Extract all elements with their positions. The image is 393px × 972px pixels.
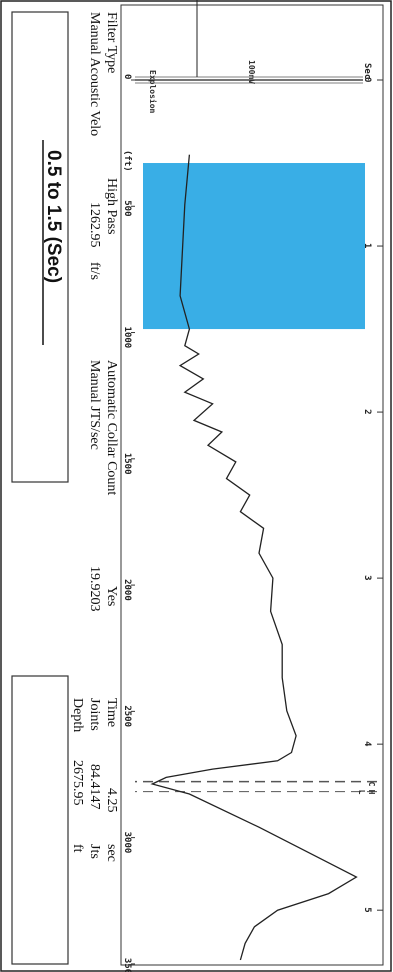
explosion-label: Explosion (148, 70, 158, 114)
depth-axis-label: (ft) (122, 150, 132, 172)
collar-value: Yes (104, 586, 119, 606)
x-tick-label: 0 (362, 77, 372, 82)
velocity-value: 1262.95 (87, 202, 102, 248)
x-tick-label: 5 (362, 907, 372, 912)
depth-tick-label: 3000 (122, 832, 132, 854)
depth-tick-label: 3500 (122, 958, 132, 972)
highlight-band (143, 163, 365, 330)
depth-tick-label: 2000 (122, 579, 132, 601)
depth-tick-label: 0 (122, 74, 132, 79)
x-tick-label: 1 (362, 243, 372, 248)
readout-box (11, 675, 69, 965)
joints-unit: Jts (87, 844, 102, 859)
depth-tick-label: 1500 (122, 453, 132, 475)
header-panel: Filter Type High Pass Manual Acoustic Ve… (11, 11, 119, 965)
plot-border (120, 4, 384, 966)
x-tick-label: 3 (362, 575, 372, 580)
x-axis-label: Sec (362, 63, 372, 79)
scale-label: 100mV (247, 60, 256, 84)
marker-label: C (367, 782, 376, 787)
x-tick-label: 2 (362, 409, 372, 414)
scale-bracket (196, 0, 247, 77)
depth-tick-label: 500 (122, 200, 132, 216)
collar-label: Automatic Collar Count (104, 360, 119, 495)
velocity-label: Manual Acoustic Velo (87, 12, 102, 136)
depth-unit: ft (70, 844, 85, 853)
marker-label: H (367, 790, 376, 795)
depth-tick-label: 1000 (122, 327, 132, 349)
depth-value: 2675.95 (70, 760, 85, 806)
trace-line (150, 154, 358, 961)
jts-value: 19.9203 (87, 566, 102, 612)
depth-tick-label: 2500 (122, 705, 132, 727)
marker-label: L (357, 790, 366, 795)
joints-label: Joints (87, 698, 102, 731)
filter-type-value: High Pass (104, 178, 119, 234)
chart-plot-area: 0 1 2 3 4 5 0 500 1000 1500 2000 2500 3000 3500 CHL S… (120, 0, 384, 972)
range-text: 0.5 to 1.5 (Sec) (43, 150, 64, 283)
filter-type-label: Filter Type (104, 12, 119, 73)
time-label: Time (104, 698, 119, 727)
joints-value: 84.4147 (87, 764, 102, 810)
range-box (11, 11, 69, 483)
depth-label: Depth (70, 698, 85, 732)
jts-label: Manual JTS/sec (87, 360, 102, 450)
x-tick-label: 4 (362, 741, 372, 747)
time-value: 4.25 (104, 788, 119, 813)
velocity-unit: ft/s (87, 262, 102, 280)
time-unit: sec (104, 844, 119, 862)
